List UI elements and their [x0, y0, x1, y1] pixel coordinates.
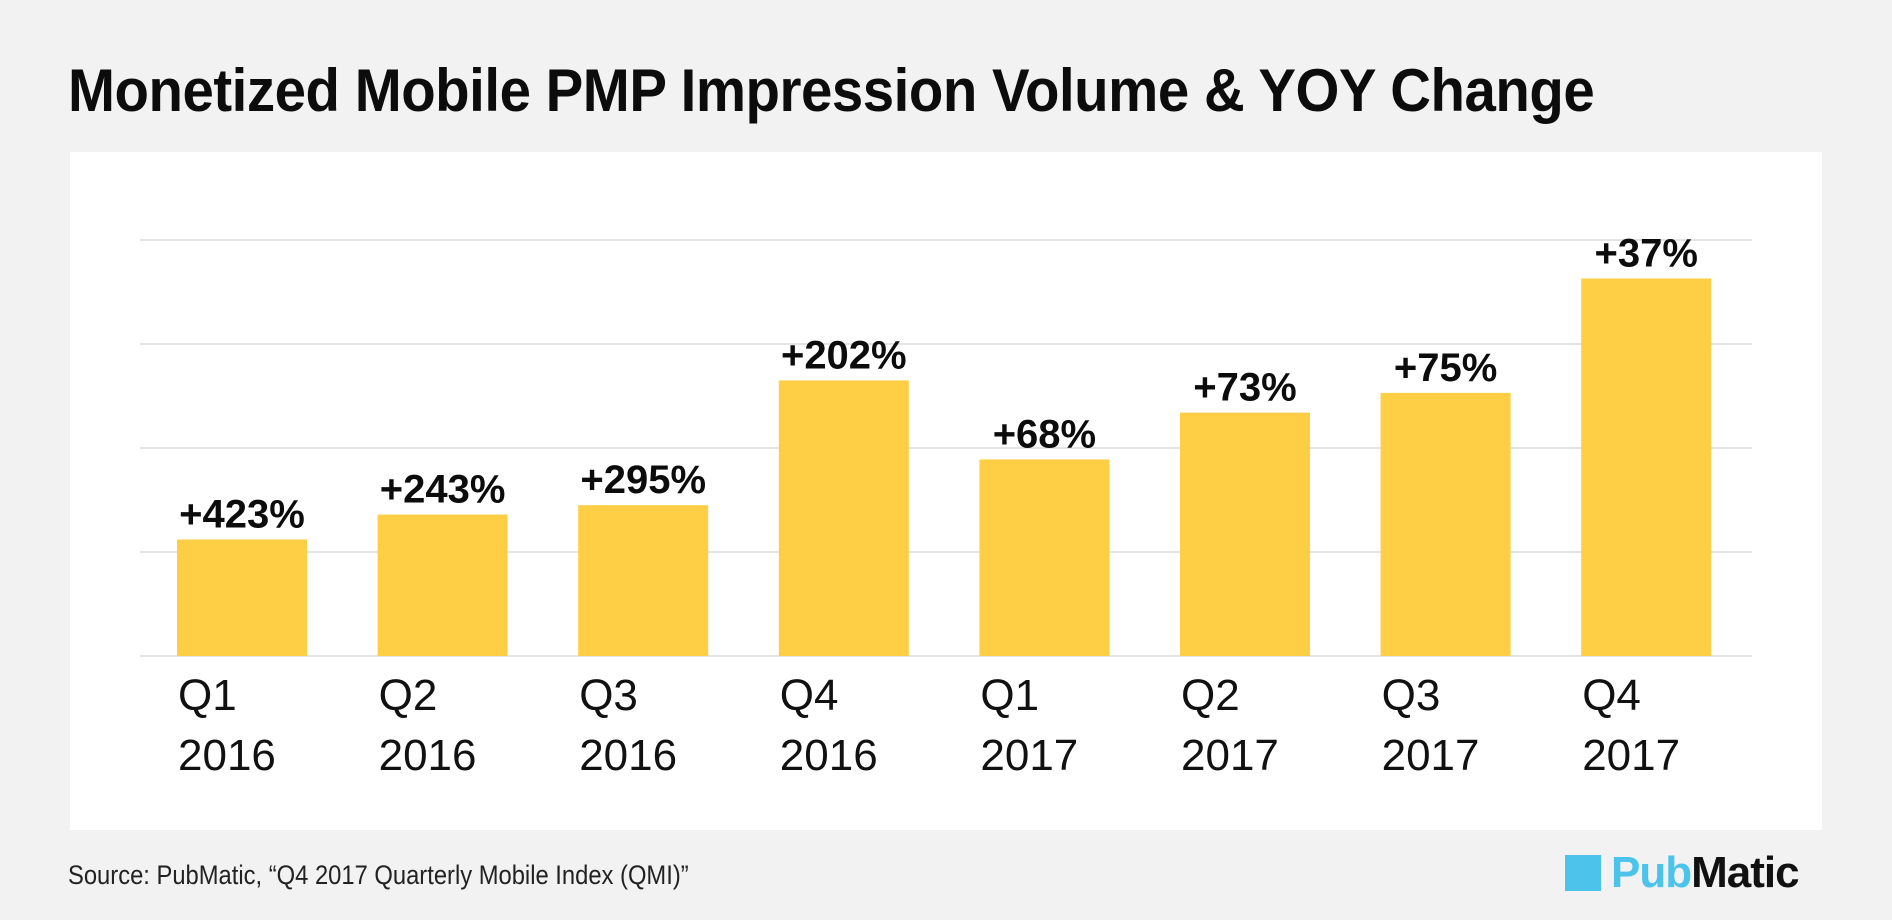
logo-wordmark: PubMatic — [1611, 848, 1800, 898]
x-tick-label: 2016 — [379, 731, 477, 780]
data-label: +295% — [580, 458, 706, 502]
data-label: +73% — [1193, 366, 1296, 410]
logo-text-matic: Matic — [1691, 848, 1799, 897]
bar-chart: +423% +243% +295% +202% +68% +73% +75% +37% Q1 2… — [140, 231, 1752, 780]
bars — [177, 278, 1712, 656]
x-tick-label: 2017 — [1181, 731, 1279, 780]
x-tick-label: 2017 — [1382, 731, 1480, 780]
data-label: +423% — [179, 493, 305, 537]
x-tick-label: Q2 — [379, 671, 438, 720]
bar — [1581, 278, 1712, 656]
data-label: +243% — [380, 468, 506, 512]
data-label: +202% — [781, 333, 907, 377]
x-tick-label: Q4 — [1582, 671, 1641, 720]
logo-text-pub: Pub — [1611, 848, 1692, 897]
bar — [1380, 392, 1511, 656]
x-tick-label: Q1 — [178, 671, 237, 720]
data-label: +68% — [993, 412, 1096, 456]
bar — [778, 380, 909, 656]
data-labels: +423% +243% +295% +202% +68% +73% +75% +37% — [179, 231, 1698, 536]
x-tick-label: 2016 — [780, 731, 878, 780]
bar — [377, 514, 508, 656]
bar — [979, 459, 1110, 656]
x-tick-label: 2017 — [1582, 731, 1680, 780]
page-title: Monetized Mobile PMP Impression Volume &… — [68, 57, 1595, 124]
source-note: Source: PubMatic, “Q4 2017 Quarterly Mob… — [68, 860, 689, 890]
x-tick-label: Q4 — [780, 671, 839, 720]
data-label: +37% — [1594, 231, 1697, 275]
pubmatic-logo: PubMatic — [1565, 848, 1800, 898]
bar — [578, 505, 709, 656]
x-tick-label: 2017 — [980, 731, 1078, 780]
x-axis-tick-labels: Q1 2016 Q2 2016 Q3 2016 Q4 2016 Q1 2017 Q2 2017 Q3 20… — [178, 671, 1680, 780]
chart-panel: +423% +243% +295% +202% +68% +73% +75% +37% Q1 2… — [70, 152, 1822, 830]
data-label: +75% — [1394, 346, 1497, 390]
bar — [177, 539, 307, 656]
x-tick-label: Q3 — [579, 671, 638, 720]
x-tick-label: Q1 — [980, 671, 1039, 720]
logo-square-icon — [1565, 855, 1601, 891]
x-tick-label: Q2 — [1181, 671, 1240, 720]
x-tick-label: 2016 — [579, 731, 677, 780]
bar — [1180, 412, 1310, 656]
x-tick-label: Q3 — [1382, 671, 1441, 720]
x-tick-label: 2016 — [178, 731, 276, 780]
